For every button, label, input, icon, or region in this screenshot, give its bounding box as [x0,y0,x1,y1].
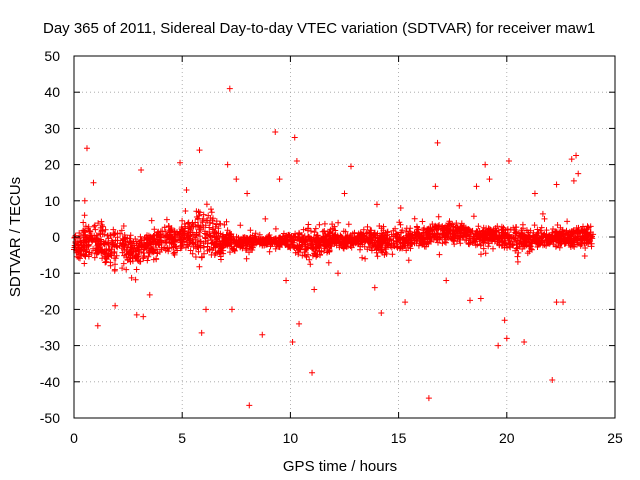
outlier-point [397,205,404,212]
outlier-point [553,181,560,188]
x-tick-label: 5 [178,430,186,446]
x-axis-label: GPS time / hours [283,458,397,475]
outlier-point [203,306,210,313]
y-tick-label: -40 [40,374,60,390]
outlier-point [371,284,378,291]
outlier-point [272,129,279,136]
y-tick-label: 40 [44,84,60,100]
outlier-point [531,190,538,197]
outlier-point [138,167,145,174]
outlier-point [575,170,582,177]
outlier-point [570,177,577,184]
outlier-point [402,299,409,306]
outlier-point [293,157,300,164]
point-cloud [71,201,597,283]
outlier-point [224,161,231,168]
outlier-point [347,163,354,170]
x-tick-label: 25 [607,430,623,446]
outlier-point [140,313,147,320]
outlier-point [568,156,575,163]
outlier-point [90,179,97,186]
y-tick-label: 10 [44,193,60,209]
y-tick-label: 0 [52,229,60,245]
y-tick-label: 50 [44,48,60,64]
y-tick-label: -20 [40,301,60,317]
axis-ticks [73,55,616,419]
tick-labels: 0 5 10 15 20 25 -50 -40 -30 -20 -10 0 10 20 30 40 50 [40,48,623,446]
outlier-point [521,338,528,345]
outlier-point [573,152,580,159]
outlier-point [112,302,119,309]
outlier-point [133,311,140,318]
outlier-point [373,201,380,208]
outlier-point [291,134,298,141]
outlier-point [553,299,560,306]
data-points [71,85,597,409]
outlier-point [259,331,266,338]
outlier-point [233,176,240,183]
outlier-point [283,277,290,284]
x-tick-label: 15 [391,430,407,446]
outlier-point [335,270,342,277]
outlier-point [246,402,253,409]
outlier-point [477,295,484,302]
y-axis-label: SDTVAR / TECUs [7,177,24,297]
outlier-point [276,176,283,183]
outlier-point [549,376,556,383]
outlier-point [443,277,450,284]
x-tick-label: 0 [70,430,78,446]
x-tick-label: 10 [283,430,299,446]
outlier-point [244,190,251,197]
outlier-point [495,342,502,349]
outlier-point [311,286,318,293]
outlier-point [482,161,489,168]
outlier-point [501,317,508,324]
outlier-point [177,159,184,166]
y-tick-label: -10 [40,265,60,281]
outlier-point [183,186,190,193]
outlier-point [434,139,441,146]
outlier-point [289,338,296,345]
outlier-point [198,329,205,336]
outlier-point [378,310,385,317]
outlier-point [296,320,303,327]
outlier-point [473,183,480,190]
x-tick-label: 20 [499,430,515,446]
outlier-point [505,157,512,164]
outlier-point [560,299,567,306]
outlier-point [94,322,101,329]
outlier-point [425,395,432,402]
chart-title: Day 365 of 2011, Sidereal Day-to-day VTE… [43,20,595,37]
y-tick-label: 30 [44,120,60,136]
y-tick-label: -50 [40,410,60,426]
outlier-point [228,306,235,313]
y-tick-label: -30 [40,338,60,354]
outlier-point [81,197,88,204]
outlier-point [432,183,439,190]
outlier-point [341,190,348,197]
outlier-point [83,145,90,152]
outlier-point [486,176,493,183]
outlier-point [226,85,233,92]
outlier-point [146,291,153,298]
outlier-point [503,335,510,342]
outlier-point [309,369,316,376]
outlier-point [467,297,474,304]
outlier-point [196,147,203,154]
y-tick-label: 20 [44,157,60,173]
